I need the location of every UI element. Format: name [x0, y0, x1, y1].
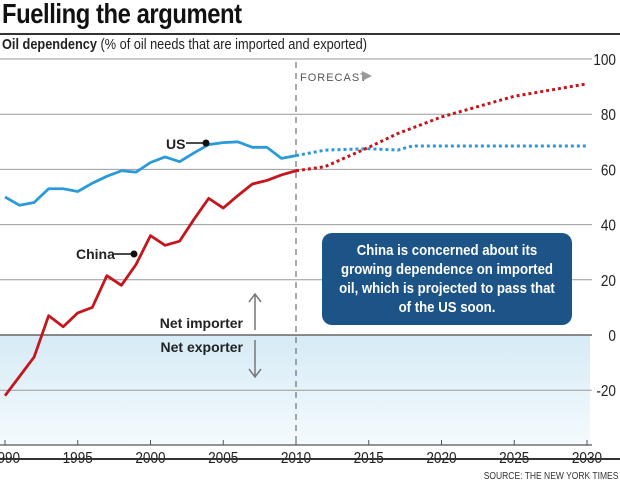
y-tick-label: 100 [593, 52, 616, 69]
callout-text: China is concerned about its growing dep… [339, 242, 555, 316]
china-label: China [76, 246, 115, 262]
us-line [4, 140, 297, 207]
us-forecast-line [295, 144, 587, 158]
china-dot [130, 250, 138, 258]
source-text: SOURCE: THE NEW YORK TIMES [483, 471, 618, 482]
chart-subtitle: Oil dependency (% of oil needs that are … [2, 36, 367, 53]
net-exporter-label: Net exporter [161, 339, 244, 355]
us-dot [202, 139, 210, 147]
y-tick-label: 80 [601, 107, 616, 124]
china-forecast-line [295, 82, 588, 173]
chart-title: Fuelling the argument [2, 0, 242, 29]
arrow-up-icon [248, 292, 262, 330]
y-tick-label: -20 [596, 383, 616, 400]
us-label: US [166, 136, 185, 152]
bottom-rule [0, 458, 620, 460]
forecast-arrow-icon [362, 71, 372, 81]
subtitle-text: (% of oil needs that are imported and ex… [100, 36, 367, 53]
y-tick-label: 40 [601, 218, 616, 235]
callout-box: China is concerned about its growing dep… [322, 233, 572, 325]
y-tick-label: 20 [601, 273, 616, 290]
china-line [3, 169, 297, 397]
y-tick-label: 60 [601, 162, 616, 179]
y-tick-label: 0 [608, 328, 616, 345]
forecast-label: FORECAST [300, 72, 368, 84]
title-rule [0, 33, 620, 35]
arrow-down-icon [248, 340, 262, 379]
subtitle-bold: Oil dependency [2, 36, 97, 53]
net-importer-label: Net importer [160, 315, 244, 331]
